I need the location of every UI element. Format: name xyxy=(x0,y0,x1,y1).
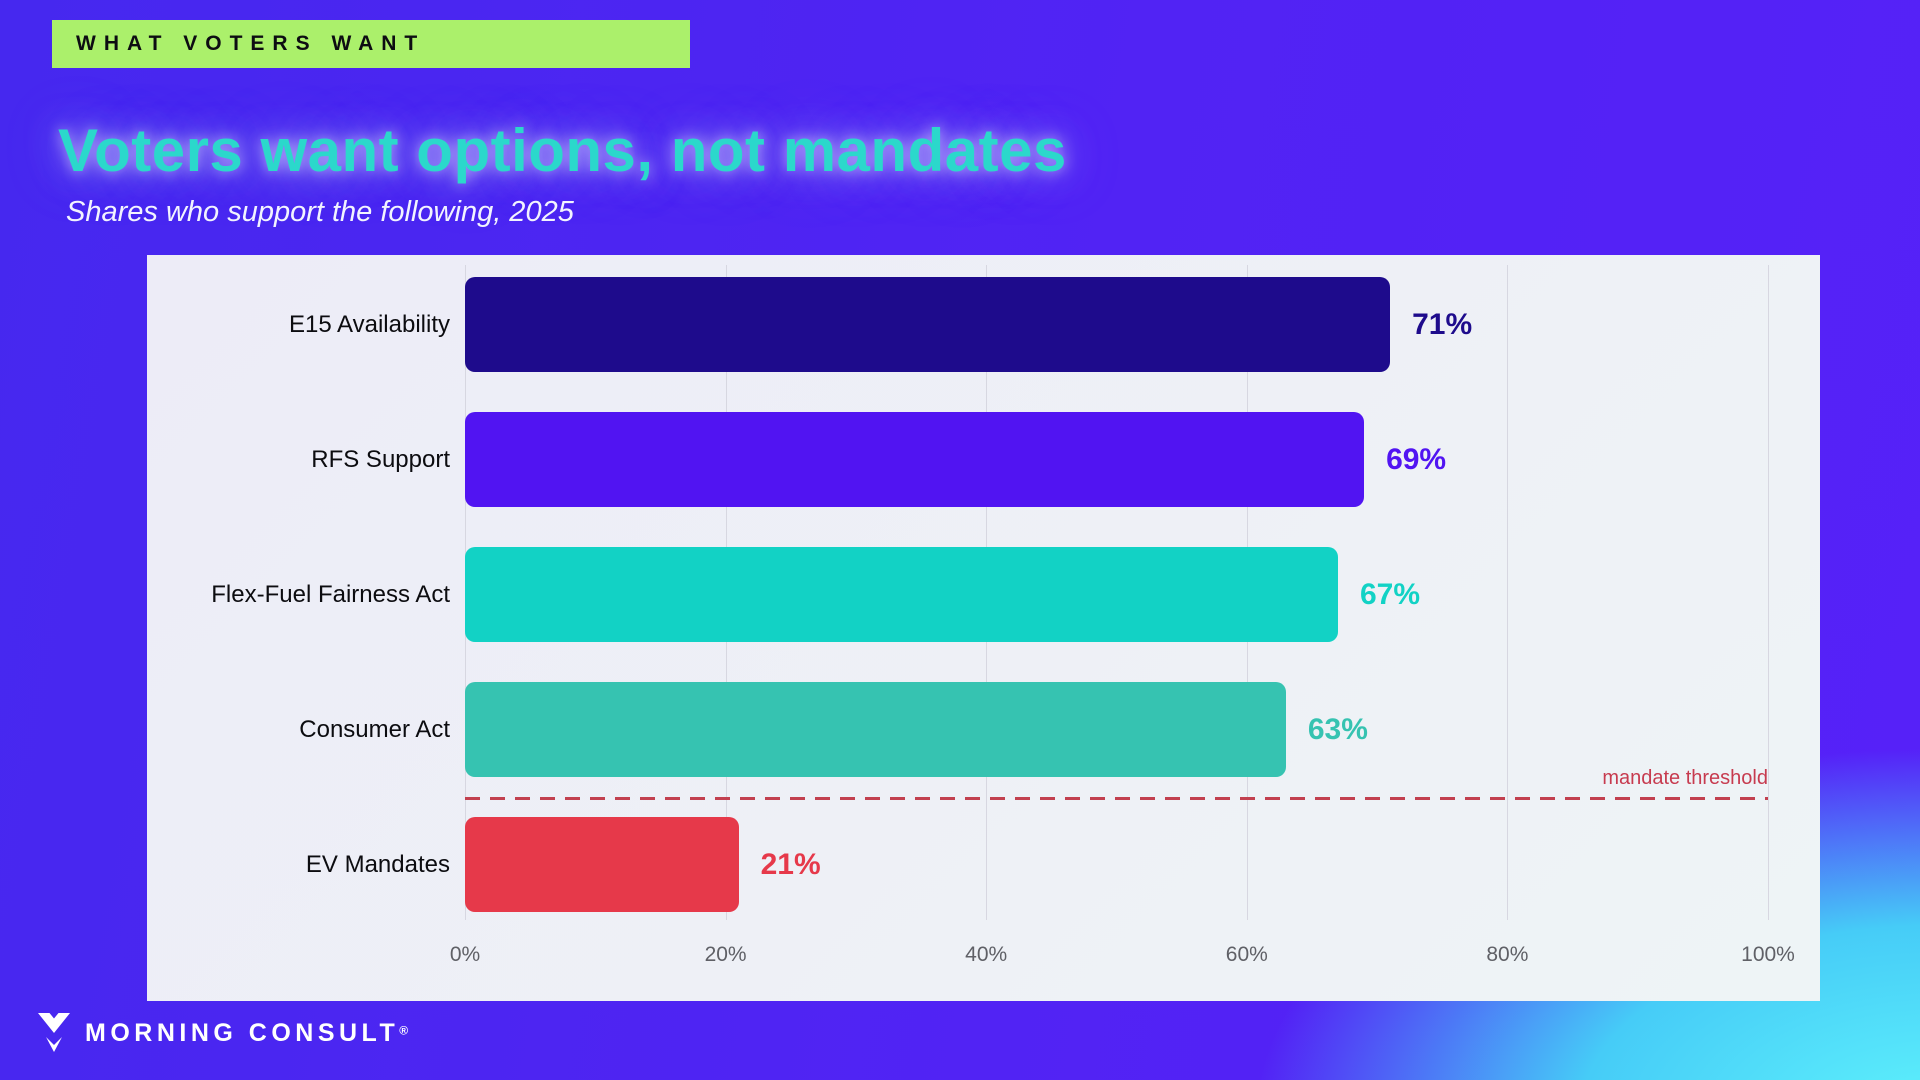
morning-consult-logo-icon xyxy=(38,1013,70,1052)
value-label: 71% xyxy=(1412,307,1473,341)
x-tick-label: 60% xyxy=(1225,943,1268,966)
gridline-100% xyxy=(1768,265,1769,920)
slide-subtitle: Shares who support the following, 2025 xyxy=(66,196,574,228)
footer-brand-text: MORNING CONSULT® xyxy=(85,1019,408,1048)
chart-panel: 0% 20% 40% 60% 80% 100% mandate threshold E15 A… xyxy=(147,255,1820,1001)
value-label: 67% xyxy=(1360,577,1421,611)
value-label: 63% xyxy=(1307,712,1368,746)
value-label: 21% xyxy=(760,847,821,881)
gridline-80% xyxy=(1507,265,1509,920)
brand-name: MORNING CONSULT xyxy=(85,1018,400,1047)
x-tick-label: 80% xyxy=(1486,943,1529,966)
category-label: RFS Support xyxy=(311,445,450,473)
value-label: 69% xyxy=(1386,442,1447,476)
bar-e15-availability xyxy=(465,277,1391,372)
x-tick-label: 100% xyxy=(1741,943,1795,966)
bar-ev-mandates xyxy=(465,817,739,912)
footer-logo: MORNING CONSULT® xyxy=(37,1012,408,1054)
category-label: E15 Availability xyxy=(289,310,450,338)
category-label: EV Mandates xyxy=(305,850,450,878)
x-tick-label: 0% xyxy=(449,943,481,966)
registered-mark: ® xyxy=(399,1023,409,1038)
eyebrow-badge: WHAT VOTERS WANT xyxy=(52,20,690,68)
x-tick-label: 40% xyxy=(965,943,1008,966)
bar-consumer-act xyxy=(465,682,1286,777)
eyebrow-badge-label: WHAT VOTERS WANT xyxy=(76,32,426,55)
x-tick-label: 20% xyxy=(704,943,747,966)
category-label: Flex-Fuel Fairness Act xyxy=(211,580,450,608)
category-label: Consumer Act xyxy=(299,715,450,743)
mandate-threshold-label: mandate threshold xyxy=(1602,767,1768,789)
bar-rfs-support xyxy=(465,412,1365,507)
slide-title: Voters want options, not mandates xyxy=(58,117,1067,184)
bar-flex-fuel-fairness-act xyxy=(465,547,1338,642)
mandate-threshold-line xyxy=(465,797,1768,800)
